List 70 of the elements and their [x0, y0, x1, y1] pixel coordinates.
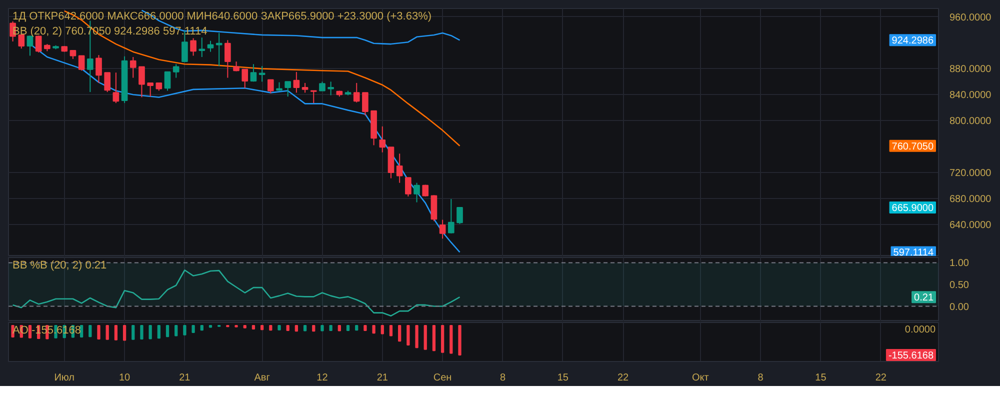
y-tick-label: 880.0000	[950, 64, 992, 76]
y-tick-label: 1.00	[950, 258, 970, 270]
annotation: 760.7050	[892, 141, 934, 152]
candlestick	[207, 40, 214, 52]
line-series	[12, 269, 460, 316]
y-tick-label: 840.0000	[950, 90, 992, 102]
y-tick-label: 640.0000	[950, 220, 992, 231]
annotation: -155.6168	[888, 350, 934, 362]
x-tick-label: 8	[758, 372, 764, 384]
candlestick	[414, 182, 420, 203]
x-tick-label: Окт	[692, 372, 710, 384]
annotation: 924.2986	[892, 36, 934, 47]
candlestick	[96, 54, 102, 84]
x-tick-label: Авг	[254, 372, 270, 384]
x-tick-label: 15	[815, 372, 827, 384]
candlestick	[224, 40, 231, 78]
candlestick	[78, 55, 85, 72]
candlestick	[190, 38, 196, 56]
annotation: 0.21	[914, 292, 934, 304]
candlestick	[439, 219, 446, 240]
candlestick	[362, 92, 368, 116]
x-tick-label: 22	[875, 372, 887, 384]
candlestick	[319, 81, 326, 92]
candlestick	[138, 66, 145, 98]
candlestick	[18, 34, 25, 50]
x-tick-label: 12	[316, 372, 328, 384]
candlestick	[293, 71, 300, 94]
x-tick-label: Сен	[433, 372, 452, 384]
x-tick-label: 21	[376, 372, 388, 384]
y-tick-label: 800.0000	[950, 116, 992, 128]
candlestick	[284, 81, 292, 98]
y-tick-label: 960.0000	[950, 12, 992, 24]
candlestick	[456, 206, 463, 224]
x-tick-label: 21	[179, 372, 191, 384]
candlestick	[147, 82, 154, 98]
candlestick	[233, 61, 240, 72]
x-tick-label: 15	[557, 372, 569, 384]
candlestick	[353, 82, 360, 103]
candlestick	[130, 56, 136, 78]
x-tick-label: Июл	[54, 372, 75, 384]
candlestick	[396, 153, 403, 184]
y-tick-label: 680.0000	[950, 194, 992, 205]
candlestick	[198, 37, 206, 58]
annotation: 0.0000	[904, 324, 936, 336]
candlestick	[258, 66, 266, 82]
x-tick-label: 22	[617, 372, 630, 384]
annotation: 597.1114	[893, 248, 934, 259]
candlestick	[250, 64, 257, 82]
y-tick-label: 0.50	[950, 280, 970, 291]
candlestick	[379, 126, 386, 153]
candlestick	[405, 177, 412, 197]
chart-title: BB %B (20, 2) 0.21	[12, 260, 107, 272]
y-tick-label: 0.00	[950, 302, 970, 313]
candlestick	[242, 68, 248, 89]
candlestick	[430, 194, 438, 222]
x-tick-label: 10	[118, 372, 131, 384]
candlestick	[328, 81, 334, 96]
candlestick	[302, 82, 308, 94]
candlestick	[448, 198, 454, 234]
candlestick	[267, 79, 274, 94]
candlestick	[26, 35, 34, 56]
candlestick	[164, 71, 171, 92]
candlestick	[310, 90, 317, 104]
y-tick-label: 720.0000	[950, 168, 992, 179]
candlestick	[112, 72, 120, 104]
candlestick	[104, 72, 111, 93]
annotation: 665.9000	[892, 203, 934, 214]
candlestick	[172, 64, 180, 78]
x-tick-label: 8	[500, 372, 506, 384]
candlestick	[35, 35, 42, 53]
